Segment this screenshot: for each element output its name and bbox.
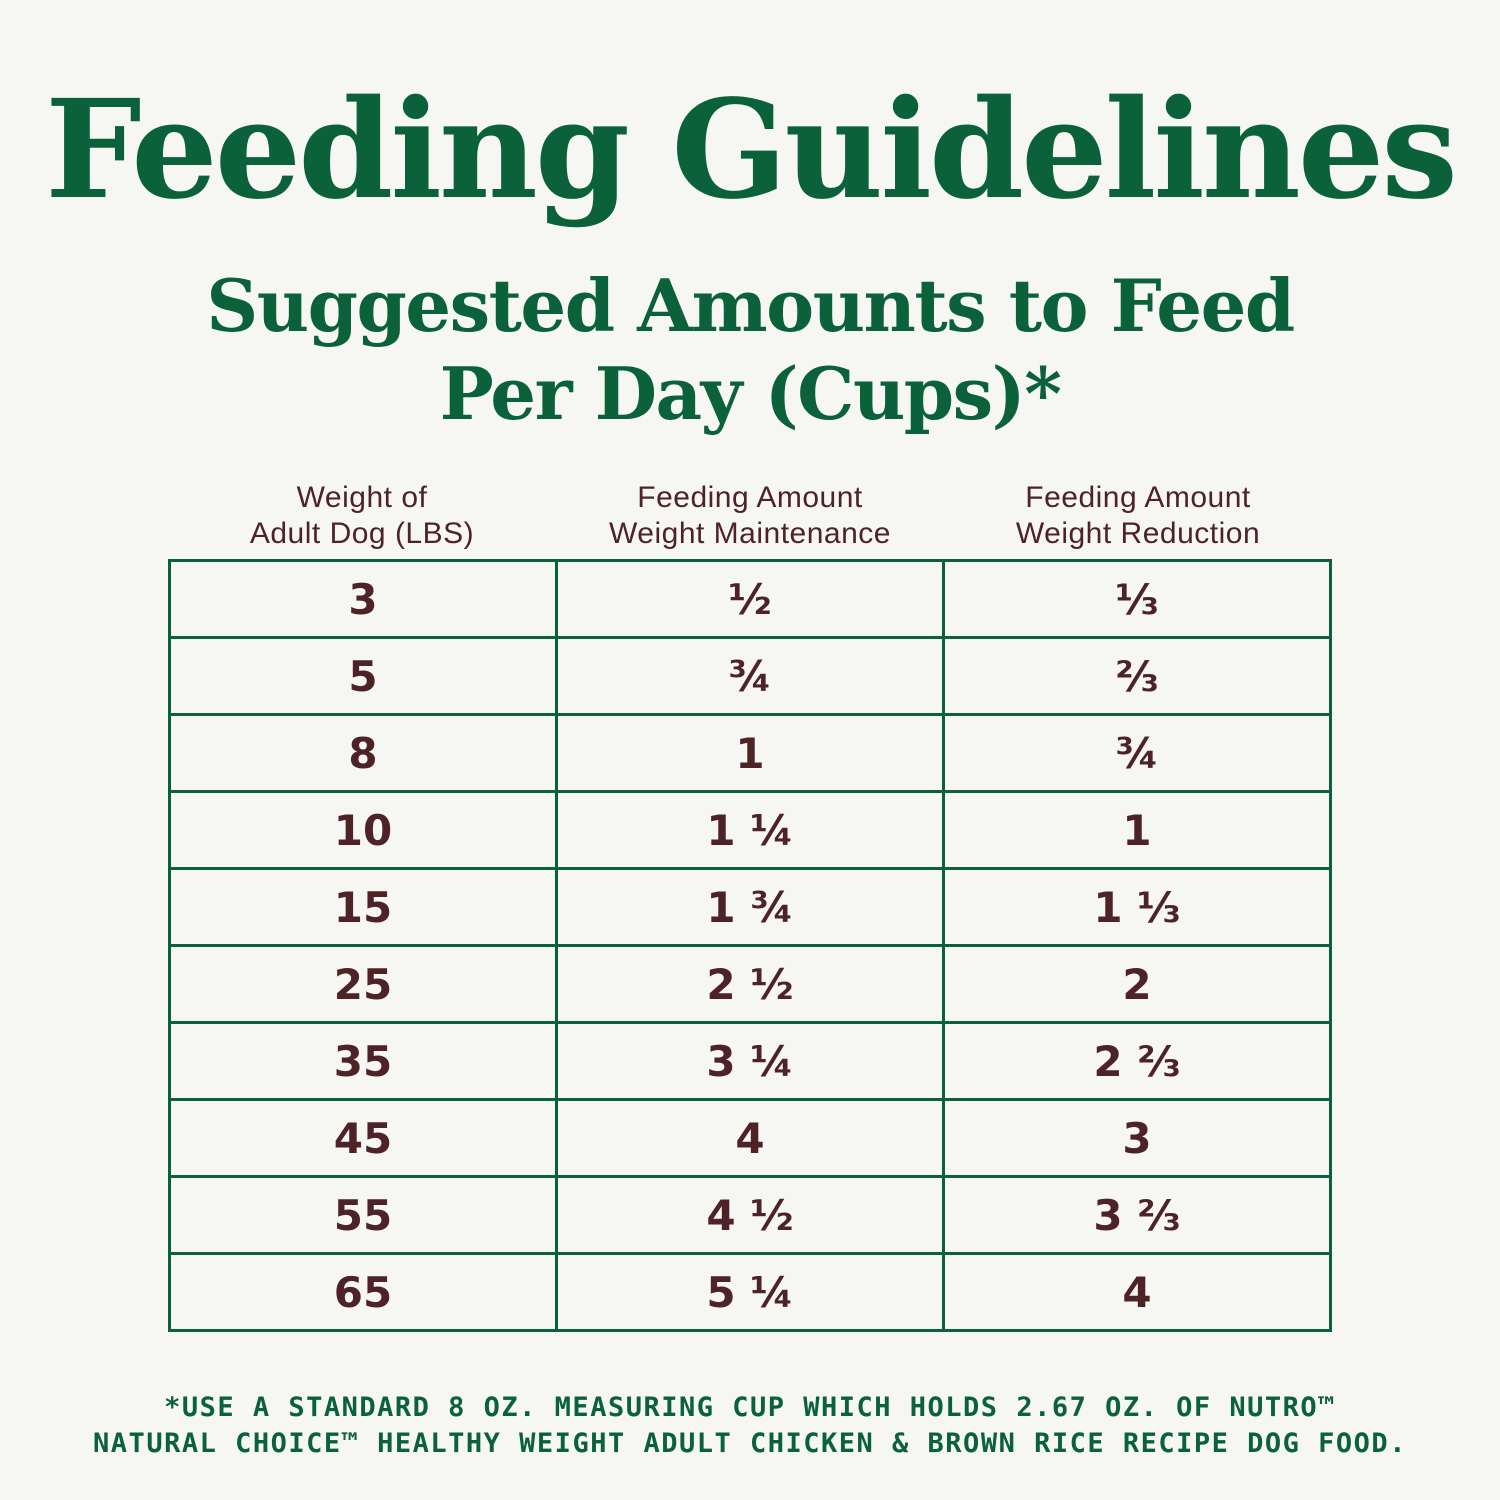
reduction-cell: ¾ [942, 713, 1332, 793]
feeding-table: 3 ½ ⅓ 5 ¾ ⅔ 8 1 ¾ 10 1 ¼ 1 15 1 ¾ 1 ⅓ 25… [168, 559, 1332, 1332]
reduction-cell: 1 ⅓ [942, 867, 1332, 947]
table-header-row: Weight of Adult Dog (LBS) Feeding Amount… [168, 480, 1332, 552]
header-weight-line-1: Weight of [296, 481, 428, 514]
reduction-cell: 3 [942, 1098, 1332, 1178]
subtitle-line-2: Per Day (Cups)* [439, 351, 1062, 436]
weight-cell: 10 [168, 790, 558, 870]
header-maintenance: Feeding Amount Weight Maintenance [556, 480, 944, 552]
header-reduction: Feeding Amount Weight Reduction [944, 480, 1332, 552]
reduction-cell: 2 [942, 944, 1332, 1024]
page-subtitle: Suggested Amounts to Feed Per Day (Cups)… [0, 262, 1500, 438]
footnote-line-2: NATURAL CHOICE™ HEALTHY WEIGHT ADULT CHI… [93, 1428, 1407, 1459]
table-row: 15 1 ¾ 1 ⅓ [168, 867, 1332, 947]
header-maintenance-line-2: Weight Maintenance [609, 517, 891, 550]
maintenance-cell: 1 ¼ [555, 790, 945, 870]
reduction-cell: ⅔ [942, 636, 1332, 716]
maintenance-cell: 5 ¼ [555, 1252, 945, 1332]
weight-cell: 55 [168, 1175, 558, 1255]
table-row: 3 ½ ⅓ [168, 559, 1332, 639]
table-row: 5 ¾ ⅔ [168, 636, 1332, 716]
weight-cell: 5 [168, 636, 558, 716]
header-reduction-line-1: Feeding Amount [1025, 481, 1251, 514]
table-row: 55 4 ½ 3 ⅔ [168, 1175, 1332, 1255]
reduction-cell: 4 [942, 1252, 1332, 1332]
footnote: *USE A STANDARD 8 OZ. MEASURING CUP WHIC… [0, 1390, 1500, 1462]
table-row: 10 1 ¼ 1 [168, 790, 1332, 870]
weight-cell: 45 [168, 1098, 558, 1178]
weight-cell: 35 [168, 1021, 558, 1101]
weight-cell: 65 [168, 1252, 558, 1332]
table-row: 65 5 ¼ 4 [168, 1252, 1332, 1332]
weight-cell: 3 [168, 559, 558, 639]
weight-cell: 25 [168, 944, 558, 1024]
reduction-cell: 3 ⅔ [942, 1175, 1332, 1255]
header-weight-line-2: Adult Dog (LBS) [249, 517, 475, 550]
reduction-cell: ⅓ [942, 559, 1332, 639]
header-reduction-line-2: Weight Reduction [1015, 517, 1261, 550]
reduction-cell: 2 ⅔ [942, 1021, 1332, 1101]
maintenance-cell: 4 ½ [555, 1175, 945, 1255]
weight-cell: 15 [168, 867, 558, 947]
maintenance-cell: 2 ½ [555, 944, 945, 1024]
reduction-cell: 1 [942, 790, 1332, 870]
header-weight: Weight of Adult Dog (LBS) [168, 480, 556, 552]
maintenance-cell: 3 ¼ [555, 1021, 945, 1101]
table-row: 8 1 ¾ [168, 713, 1332, 793]
maintenance-cell: ¾ [555, 636, 945, 716]
maintenance-cell: ½ [555, 559, 945, 639]
maintenance-cell: 4 [555, 1098, 945, 1178]
weight-cell: 8 [168, 713, 558, 793]
maintenance-cell: 1 [555, 713, 945, 793]
footnote-line-1: *USE A STANDARD 8 OZ. MEASURING CUP WHIC… [164, 1392, 1336, 1423]
maintenance-cell: 1 ¾ [555, 867, 945, 947]
page-title: Feeding Guidelines [45, 70, 1458, 230]
table-row: 35 3 ¼ 2 ⅔ [168, 1021, 1332, 1101]
subtitle-line-1: Suggested Amounts to Feed [206, 263, 1295, 348]
header-maintenance-line-1: Feeding Amount [637, 481, 863, 514]
table-row: 25 2 ½ 2 [168, 944, 1332, 1024]
table-row: 45 4 3 [168, 1098, 1332, 1178]
